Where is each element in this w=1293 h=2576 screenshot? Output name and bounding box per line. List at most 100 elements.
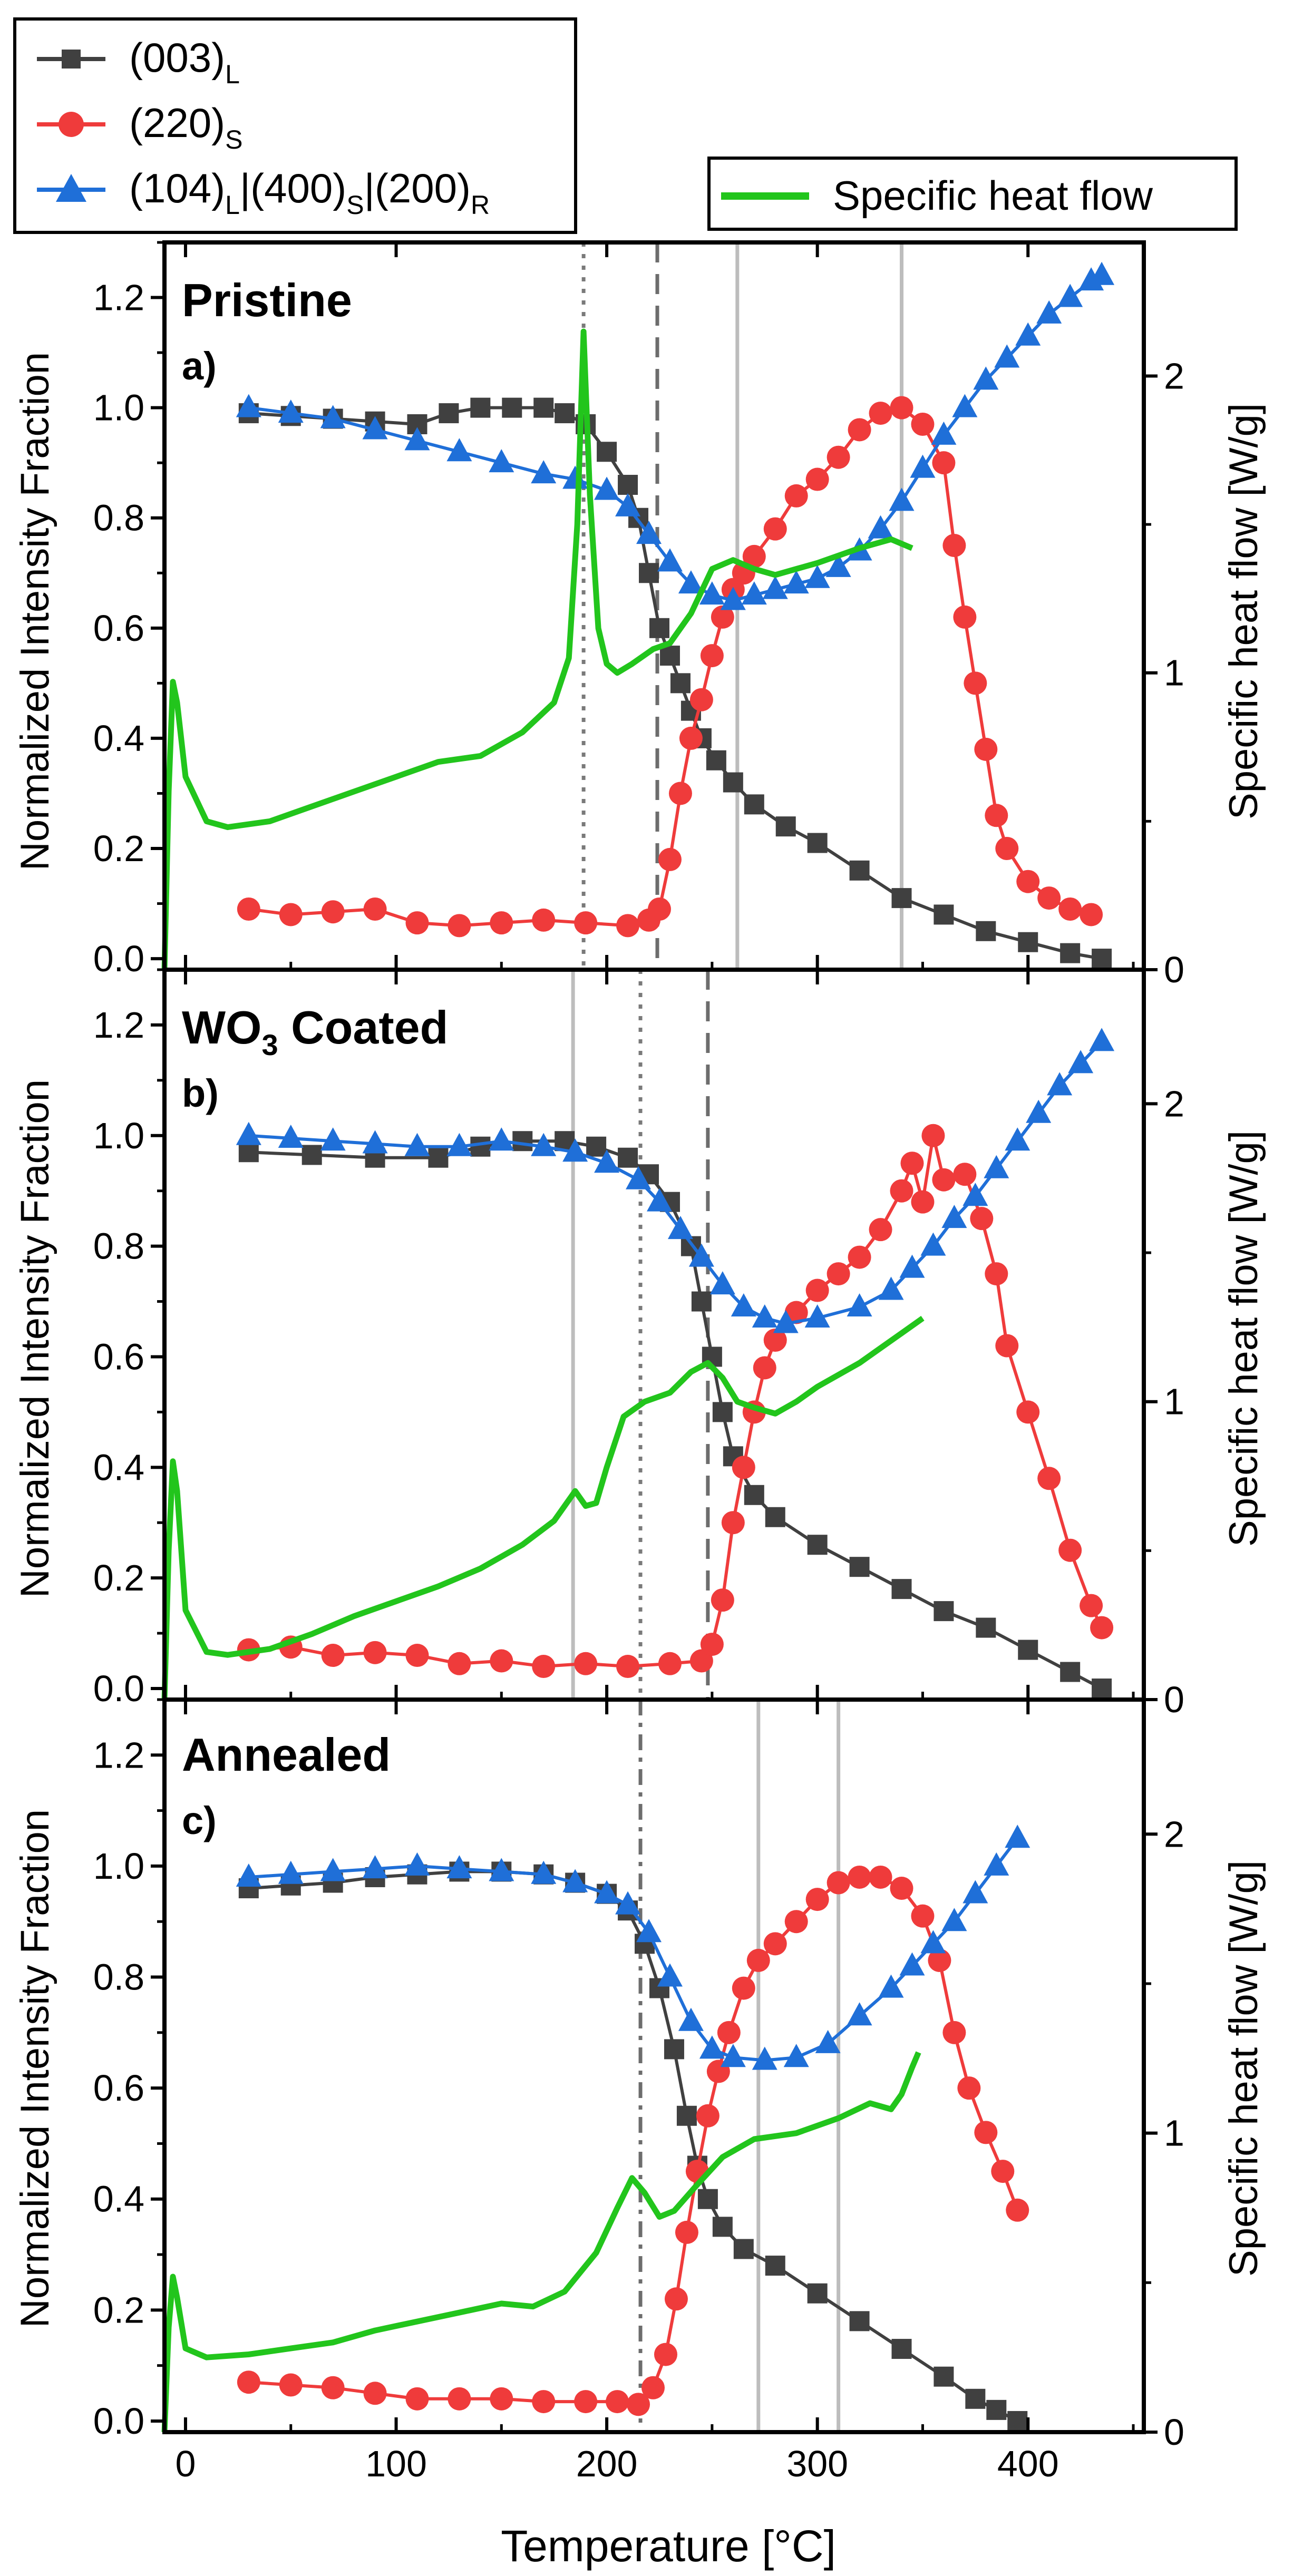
point-003 bbox=[1060, 943, 1081, 963]
point-220 bbox=[321, 900, 345, 924]
point-104 bbox=[720, 2044, 746, 2067]
point-220 bbox=[616, 914, 640, 938]
point-220 bbox=[746, 1948, 770, 1972]
point-003 bbox=[1060, 1662, 1081, 1682]
point-104 bbox=[657, 548, 683, 572]
point-003 bbox=[428, 1147, 449, 1168]
point-220 bbox=[953, 605, 977, 629]
point-003 bbox=[712, 1402, 733, 1422]
x-tick-label: 100 bbox=[365, 2443, 427, 2484]
point-220 bbox=[900, 1152, 924, 1175]
point-220 bbox=[911, 1904, 935, 1928]
point-104 bbox=[994, 344, 1020, 368]
point-104 bbox=[920, 1930, 946, 1954]
point-104 bbox=[804, 564, 830, 588]
point-104 bbox=[720, 587, 746, 610]
point-003 bbox=[1018, 932, 1038, 952]
point-104 bbox=[878, 1276, 904, 1300]
plot-frame bbox=[162, 1697, 1146, 2434]
series-line-s220 bbox=[248, 1876, 1019, 2406]
point-220 bbox=[490, 2387, 513, 2411]
legend-220-marker bbox=[59, 112, 84, 137]
point-104 bbox=[362, 1855, 388, 1879]
point-104 bbox=[804, 1304, 830, 1328]
x-tick-label: 200 bbox=[576, 2443, 638, 2484]
point-220 bbox=[321, 2376, 345, 2399]
point-220 bbox=[784, 484, 808, 508]
point-003 bbox=[1007, 2411, 1028, 2431]
point-220 bbox=[574, 911, 598, 935]
y-tick-label: 1.0 bbox=[93, 1115, 144, 1156]
y-tick-label: 0.6 bbox=[93, 1336, 144, 1377]
point-104 bbox=[531, 1133, 557, 1156]
point-220 bbox=[763, 517, 787, 541]
point-104 bbox=[899, 1952, 925, 1976]
point-104 bbox=[594, 1149, 620, 1173]
point-220 bbox=[991, 2160, 1015, 2183]
point-003 bbox=[670, 673, 691, 694]
point-003 bbox=[512, 1131, 533, 1152]
point-003 bbox=[807, 833, 828, 853]
legend-heat-label: Specific heat flow bbox=[833, 172, 1153, 219]
point-104 bbox=[688, 1243, 714, 1267]
y-right-label-c: Specific heat flow [W/g] bbox=[1221, 1860, 1266, 2277]
point-220 bbox=[921, 1124, 945, 1147]
point-220 bbox=[805, 467, 829, 491]
point-220 bbox=[664, 2287, 688, 2311]
point-104 bbox=[868, 515, 893, 539]
point-003 bbox=[1092, 1679, 1112, 1699]
panel-a-label: a) bbox=[182, 344, 217, 388]
point-003 bbox=[765, 2256, 785, 2276]
legend-003-marker bbox=[62, 50, 81, 69]
point-104 bbox=[320, 1127, 346, 1151]
point-003 bbox=[597, 442, 617, 462]
point-003 bbox=[807, 1535, 828, 1555]
point-220 bbox=[532, 2390, 556, 2414]
point-220 bbox=[658, 847, 682, 871]
point-104 bbox=[1089, 1028, 1115, 1051]
point-104 bbox=[278, 1125, 304, 1148]
point-220 bbox=[1037, 1467, 1061, 1490]
y-tick-label: 0.4 bbox=[93, 2179, 144, 2220]
point-220 bbox=[848, 1865, 871, 1889]
point-003 bbox=[1018, 1640, 1038, 1660]
point-104 bbox=[752, 2046, 777, 2070]
y2-tick-label: 2 bbox=[1164, 1083, 1184, 1124]
point-104 bbox=[783, 2044, 809, 2067]
point-003 bbox=[744, 1485, 764, 1505]
point-220 bbox=[995, 837, 1019, 860]
point-220 bbox=[1058, 1538, 1082, 1562]
point-003 bbox=[470, 1136, 491, 1157]
point-104 bbox=[889, 487, 915, 511]
series-line-s003 bbox=[248, 1870, 1018, 2423]
point-104 bbox=[1057, 284, 1083, 307]
point-003 bbox=[744, 794, 764, 815]
point-220 bbox=[869, 1218, 892, 1242]
point-104 bbox=[531, 1860, 557, 1884]
point-104 bbox=[236, 394, 261, 417]
point-220 bbox=[689, 1649, 713, 1673]
point-104 bbox=[984, 1155, 1009, 1178]
point-104 bbox=[1026, 1099, 1052, 1123]
y2-tick-label: 2 bbox=[1164, 355, 1184, 396]
point-220 bbox=[647, 897, 671, 921]
point-220 bbox=[890, 1179, 913, 1203]
point-220 bbox=[932, 1168, 956, 1192]
point-220 bbox=[711, 1588, 734, 1612]
point-104 bbox=[489, 449, 514, 473]
point-220 bbox=[1016, 870, 1040, 893]
point-104 bbox=[446, 1133, 472, 1156]
point-104 bbox=[615, 493, 641, 516]
y-tick-label: 1.2 bbox=[93, 1004, 144, 1046]
y-left-label-a: Normalized Intensity Fraction bbox=[13, 352, 57, 871]
point-220 bbox=[848, 418, 871, 442]
point-104 bbox=[636, 521, 662, 544]
point-003 bbox=[849, 2311, 870, 2331]
point-220 bbox=[957, 2076, 981, 2100]
point-104 bbox=[636, 1919, 662, 1943]
series-line-heat bbox=[161, 328, 913, 970]
point-220 bbox=[827, 1262, 850, 1286]
point-104 bbox=[731, 1293, 756, 1317]
point-104 bbox=[278, 399, 304, 423]
